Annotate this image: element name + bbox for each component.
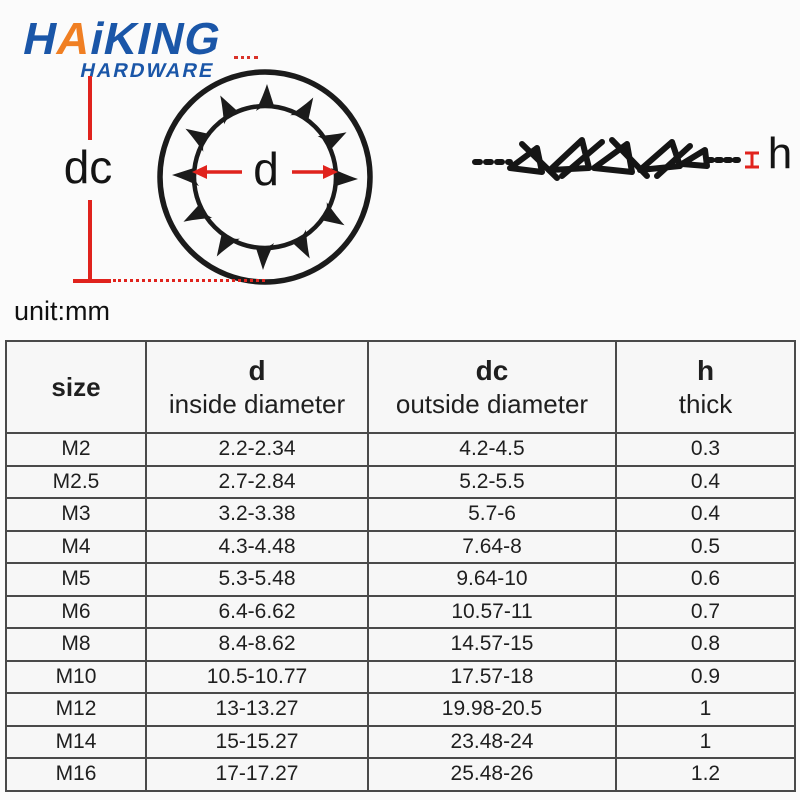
table-cell: 10.5-10.77 [145,659,369,694]
table-row: M10 10.5-10.77 17.57-18 0.9 [5,659,796,694]
table-cell: M12 [5,692,147,727]
table-cell: 3.2-3.38 [145,497,369,532]
table-cell: 5.3-5.48 [145,562,369,597]
table-cell: M14 [5,724,147,759]
table-cell: 15-15.27 [145,724,369,759]
table-cell: 19.98-20.5 [367,692,617,727]
unit-note: unit:mm [14,296,111,326]
table-row: M2.5 2.7-2.84 5.2-5.5 0.4 [5,464,796,499]
inside-diameter-arrows [192,165,338,179]
table-cell: 17-17.27 [145,757,369,792]
table-cell: M5 [5,562,147,597]
table-cell: 4.3-4.48 [145,529,369,564]
header-d-symbol: d [248,355,266,387]
spec-table-body: M2 2.2-2.34 4.2-4.5 0.3 M2.5 2.7-2.84 5.2-5.5 0… [5,432,796,792]
brand-logo-part2: iKING [85,13,227,64]
header-dc-symbol: dc [475,355,509,387]
thickness-label: h [767,129,793,178]
table-cell: M3 [5,497,147,532]
table-cell: M4 [5,529,147,564]
table-cell: 6.4-6.62 [145,594,369,629]
table-row: M2 2.2-2.34 4.2-4.5 0.3 [5,432,796,467]
table-row: M6 6.4-6.62 10.57-11 0.7 [5,594,796,629]
dc-dimension-line-lower [88,200,92,281]
table-cell: 10.57-11 [367,594,617,629]
table-cell: 0.5 [615,529,796,564]
table-cell: 0.4 [615,464,796,499]
spec-table: size d inside diameter dc outside diamet… [5,340,796,792]
table-row: M5 5.3-5.48 9.64-10 0.6 [5,562,796,597]
table-cell: 17.57-18 [367,659,617,694]
table-cell: 2.7-2.84 [145,464,369,499]
table-cell: 13-13.27 [145,692,369,727]
table-cell: 7.64-8 [367,529,617,564]
table-cell: 0.4 [615,497,796,532]
dc-dimension-dotted-extension [113,279,265,282]
side-view-teeth-zigzag [472,137,741,181]
table-row: M12 13-13.27 19.98-20.5 1 [5,692,796,727]
table-cell: 23.48-24 [367,724,617,759]
table-row: M8 8.4-8.62 14.57-15 0.8 [5,627,796,662]
table-cell: 0.3 [615,432,796,467]
header-inside-diameter: d inside diameter [145,340,369,434]
table-cell: M10 [5,659,147,694]
table-cell: 1 [615,724,796,759]
table-cell: 1 [615,692,796,727]
table-cell: 1.2 [615,757,796,792]
table-cell: 0.9 [615,659,796,694]
inside-diameter-label: d [253,143,279,195]
table-row: M3 3.2-3.38 5.7-6 0.4 [5,497,796,532]
outside-diameter-label: dc [63,141,113,193]
washer-side-view-drawing [472,137,759,181]
header-h-symbol: h [696,355,715,387]
header-dc-desc: outside diameter [395,389,589,420]
table-cell: 8.4-8.62 [145,627,369,662]
table-cell: 5.2-5.5 [367,464,617,499]
spec-table-container: size d inside diameter dc outside diamet… [5,340,796,792]
table-cell: M2.5 [5,464,147,499]
table-cell: M8 [5,627,147,662]
dc-dimension-end-bar [73,279,111,283]
table-cell: M16 [5,757,147,792]
brand-logo-wordmark: HAiKING [19,13,227,64]
header-size: size [5,340,147,434]
washer-outer-circle [157,69,373,285]
table-row: M4 4.3-4.48 7.64-8 0.5 [5,529,796,564]
table-cell: 4.2-4.5 [367,432,617,467]
table-cell: 0.6 [615,562,796,597]
header-h-desc: thick [678,389,733,420]
table-cell: 2.2-2.34 [145,432,369,467]
table-cell: 14.57-15 [367,627,617,662]
header-thickness: h thick [615,340,796,434]
table-row: M16 17-17.27 25.48-26 1.2 [5,757,796,792]
table-cell: 9.64-10 [367,562,617,597]
table-cell: 5.7-6 [367,497,617,532]
table-cell: 25.48-26 [367,757,617,792]
washer-front-view-drawing [157,69,373,285]
dc-dimension-line-upper [88,76,92,140]
header-size-label: size [51,371,101,402]
spec-table-header-row: size d inside diameter dc outside diamet… [5,340,796,434]
table-cell: M6 [5,594,147,629]
table-row: M14 15-15.27 23.48-24 1 [5,724,796,759]
red-specks-decoration [234,56,258,59]
table-cell: 0.8 [615,627,796,662]
thickness-dimension-mark [745,151,759,169]
header-outside-diameter: dc outside diameter [367,340,617,434]
header-d-desc: inside diameter [168,389,346,420]
table-cell: M2 [5,432,147,467]
table-cell: 0.7 [615,594,796,629]
